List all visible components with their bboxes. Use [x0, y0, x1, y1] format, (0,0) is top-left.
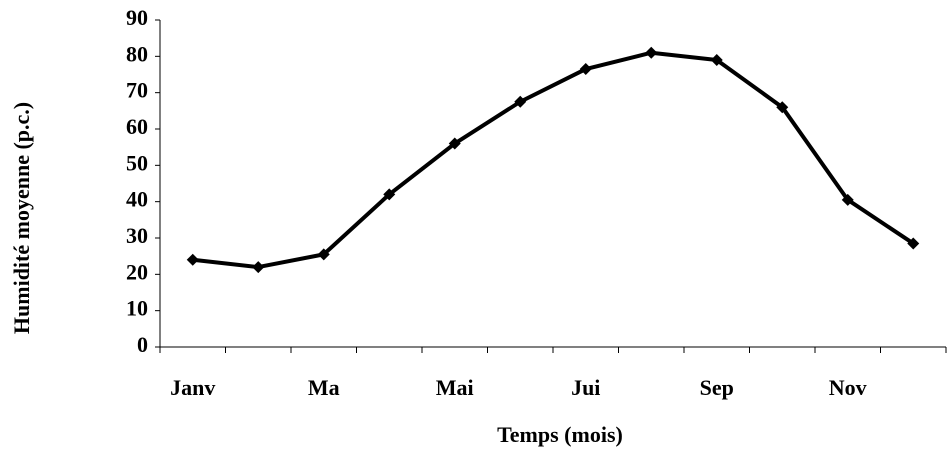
- y-tick-label: 40: [126, 187, 148, 212]
- marker: [907, 237, 920, 250]
- marker: [841, 193, 854, 206]
- line: [192, 50, 915, 270]
- x-tick-label: Janv: [170, 375, 215, 400]
- x-tick-label: Ma: [308, 375, 340, 400]
- marker: [645, 46, 658, 59]
- marker: [579, 63, 592, 76]
- y-tick-label: 90: [126, 5, 148, 30]
- y-tick-label: 20: [126, 259, 148, 284]
- marker: [710, 53, 723, 66]
- x-axis-label: Temps (mois): [497, 422, 623, 447]
- y-tick-label: 0: [137, 332, 148, 357]
- y-axis-label: Humidité moyenne (p.c.): [9, 102, 34, 334]
- x-tick-label: Mai: [436, 375, 474, 400]
- y-tick-label: 70: [126, 78, 148, 103]
- x-tick-label: Jui: [571, 375, 600, 400]
- x-tick-label: Sep: [700, 375, 734, 400]
- y-tick-label: 50: [126, 150, 148, 175]
- marker: [252, 261, 265, 274]
- marker: [317, 248, 330, 261]
- marker: [448, 137, 461, 150]
- marker: [514, 95, 527, 108]
- marker: [383, 188, 396, 201]
- marker: [776, 101, 789, 114]
- y-tick-label: 30: [126, 223, 148, 248]
- x-tick-label: Nov: [829, 375, 867, 400]
- y-tick-label: 60: [126, 114, 148, 139]
- y-tick-label: 10: [126, 296, 148, 321]
- y-tick-label: 80: [126, 41, 148, 66]
- marker: [186, 253, 199, 266]
